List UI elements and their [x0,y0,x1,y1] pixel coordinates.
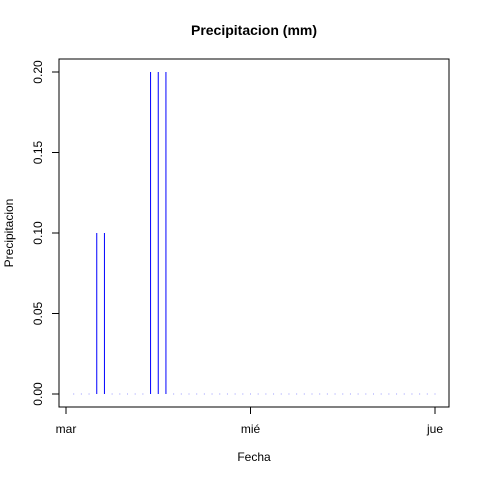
x-tick-label: jue [426,422,443,436]
bar [211,393,213,395]
bar [426,393,428,395]
bar [203,393,205,395]
bar [373,393,374,395]
x-axis-label: Fecha [237,450,271,464]
bar [396,393,398,395]
bar [242,393,244,395]
bar [342,393,344,395]
bar [80,393,82,395]
bar [311,393,313,395]
bar [180,393,182,395]
bar [73,393,75,395]
y-axis: 0.00 0.05 0.10 0.15 0.20 [31,60,60,406]
y-tick-label: 0.05 [31,301,45,325]
y-tick-label: 0.10 [31,221,45,245]
x-tick-label: mié [241,422,261,436]
bar [349,393,351,395]
bar [188,393,190,395]
bar [226,393,228,395]
bar [334,393,336,395]
bar [111,393,113,395]
bar [250,393,251,395]
bar-series [73,72,436,395]
bar [280,393,282,395]
bar [419,393,421,395]
bar [273,393,275,395]
bar [265,393,267,395]
bar [411,393,413,395]
bar [388,393,390,395]
bar [127,393,128,395]
bar [303,393,305,395]
bar [88,393,90,395]
plot-frame [58,58,450,408]
bar [196,393,198,395]
bar [173,393,175,395]
bar [119,393,121,395]
bar [434,393,436,395]
bar [326,393,328,395]
bar [365,393,367,395]
bar [357,393,359,395]
y-tick-label: 0.20 [31,60,45,84]
bar [219,393,221,395]
y-tick-label: 0.15 [31,140,45,164]
y-axis-label: Precipitacion [2,199,16,268]
bar [288,393,290,395]
bar [134,393,136,395]
y-tick-label: 0.00 [31,382,45,406]
chart-title: Precipitacion (mm) [191,22,317,38]
bar [403,393,405,395]
bar [257,393,259,395]
bar [296,393,298,395]
bar [234,393,236,395]
x-axis: mar mié jue [56,406,443,436]
bar [380,393,382,395]
bar [319,393,321,395]
bar [142,393,144,395]
x-tick-label: mar [56,422,77,436]
